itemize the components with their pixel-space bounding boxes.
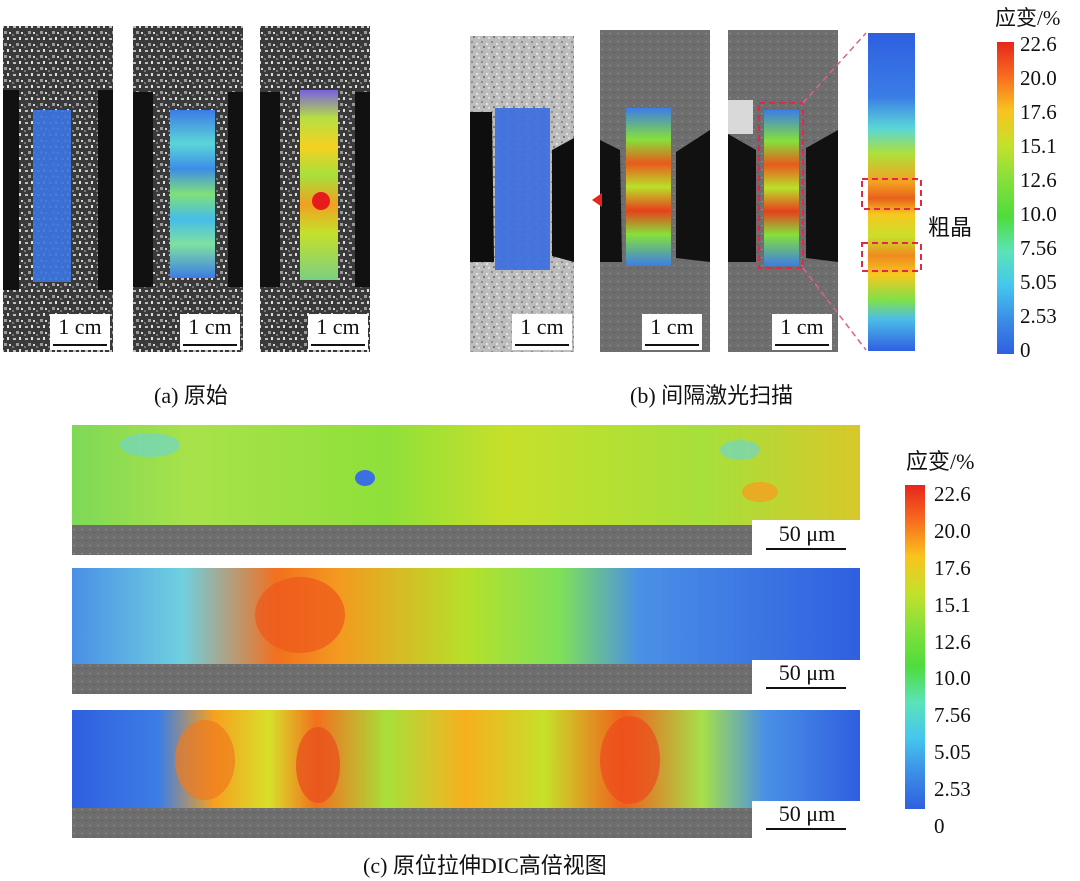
zoomed-strip [861, 33, 922, 351]
dic-row-1 [72, 425, 860, 555]
colorbar-top-tick-1: 20.0 [1020, 66, 1057, 90]
colorbar-bottom-tick-0: 22.6 [934, 482, 971, 506]
panel-a [3, 26, 370, 352]
colorbar-bottom [905, 485, 925, 809]
colorbar-bottom-tick-4: 12.6 [934, 629, 971, 654]
scalebar-label-c2: 50 μm [778, 660, 836, 685]
specimen-b3 [728, 30, 838, 352]
colorbar-bottom-tick-5: 10.0 [934, 666, 971, 691]
caption-b: (b) 间隔激光扫描 [630, 383, 794, 408]
coarse-grain-box-2 [861, 242, 922, 272]
scalebar-label-c1: 50 μm [778, 521, 836, 546]
scalebar-label-c3: 50 μm [778, 801, 836, 826]
colorbar-top-tick-3: 15.1 [1020, 134, 1057, 158]
colorbar-top-tick-7: 5.05 [1020, 270, 1057, 294]
colorbar-bottom-tick-8: 2.53 [934, 777, 971, 802]
specimen-b2 [592, 30, 710, 352]
scalebar-label-a1: 1 cm [58, 314, 102, 339]
colorbar-top [997, 42, 1014, 354]
scalebar-label-b2: 1 cm [650, 314, 694, 339]
colorbar-bottom-tick-7: 5.05 [934, 740, 971, 765]
panel-c [72, 425, 860, 838]
colorbar-bottom-tick-6: 7.56 [934, 703, 971, 728]
zoom-line-top [802, 32, 867, 104]
scalebar-label-b1: 1 cm [520, 314, 564, 339]
caption-c: (c) 原位拉伸DIC高倍视图 [363, 853, 607, 878]
dic-row-2 [72, 568, 860, 694]
colorbar-top-tick-8: 2.53 [1020, 304, 1057, 328]
specimen-a2 [133, 26, 243, 352]
colorbar-bottom-tick-1: 20.0 [934, 518, 971, 543]
colorbar-bottom-tick-2: 17.6 [934, 555, 971, 580]
colorbar-top-tick-5: 10.0 [1020, 202, 1057, 226]
scalebar-label-a2: 1 cm [188, 314, 232, 339]
dic-row-3 [72, 710, 860, 838]
scalebar-label-b3: 1 cm [780, 314, 824, 339]
scalebar-label-a3: 1 cm [316, 314, 360, 339]
colorbar-top-tick-6: 7.56 [1020, 236, 1057, 260]
coarse-grain-label: 粗晶 [928, 215, 973, 240]
specimen-a1 [3, 26, 113, 352]
panel-b [470, 30, 922, 352]
colorbar-top-tick-9: 0 [1020, 338, 1031, 362]
specimen-a3 [260, 26, 370, 352]
specimen-b1 [470, 36, 574, 352]
colorbar-top-tick-4: 12.6 [1020, 168, 1057, 192]
zoom-line-bottom [802, 267, 867, 351]
coarse-grain-box-1 [861, 178, 922, 210]
caption-a: (a) 原始 [154, 383, 228, 408]
colorbar-top-tick-2: 17.6 [1020, 100, 1057, 124]
colorbar-top-tick-0: 22.6 [1020, 32, 1057, 56]
colorbar-bottom-title: 应变/% [906, 449, 975, 474]
colorbar-top-title: 应变/% [995, 6, 1061, 30]
colorbar-bottom-tick-3: 15.1 [934, 592, 971, 617]
colorbar-bottom-tick-9: 0 [934, 814, 945, 838]
